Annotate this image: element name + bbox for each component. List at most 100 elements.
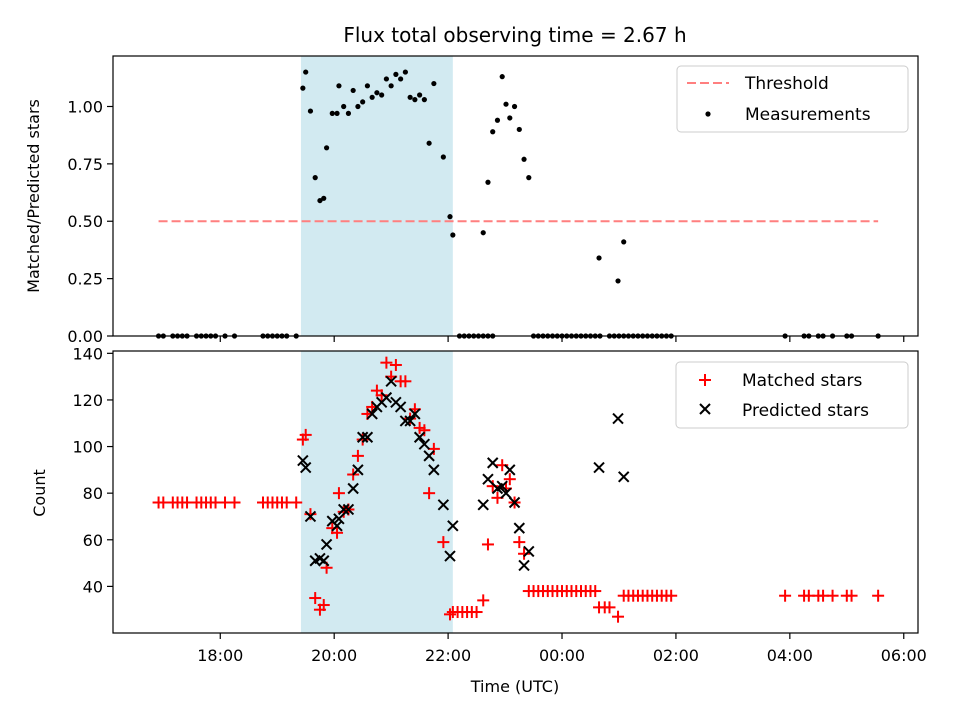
matched-star-point [470,606,483,619]
predicted-star-point [337,503,350,516]
measurement-point [312,175,318,181]
measurement-point [374,90,380,96]
measurement-point [402,69,408,75]
y-tick-label: 0.25 [67,270,103,289]
measurement-point [526,175,532,181]
measurement-point [336,83,342,89]
predicted-star-point [304,510,317,523]
predicted-star-point [418,438,431,450]
predicted-star-point [482,473,494,485]
predicted-star-point [423,450,435,462]
measurement-point [398,76,404,82]
predicted-star-point [347,482,359,495]
y-tick-label: 1.00 [67,97,103,116]
x-tick-label: 06:00 [881,646,927,665]
measurement-points [155,69,881,339]
predicted-star-point [612,412,624,425]
measurement-point [321,195,327,201]
predicted-star-point [437,499,450,511]
predicted-star-point [523,545,535,558]
predicted-star-point [428,464,440,476]
predicted-star-point [447,520,459,532]
predicted-star-point [352,464,364,476]
x-tick-label: 00:00 [539,646,585,665]
y-tick-label: 60 [83,531,103,550]
matched-star-point [356,433,369,446]
measurement-point [516,126,522,133]
predicted-star-point [618,471,630,483]
predicted-star-point [299,461,312,474]
matched-star-point [481,538,494,551]
predicted-star-point [404,415,416,427]
matched-star-point [228,496,241,509]
y-tick-label: 0.75 [67,155,103,174]
y-tick-label: 40 [83,577,103,596]
measurement-point [393,71,399,77]
predicted-star-point [444,550,456,562]
ratio-y-ticks: 0.00 0.25 0.50 0.75 1.00 [67,97,113,346]
measurement-point [494,117,501,123]
measurement-point [388,83,394,89]
y-tick-label: 140 [72,344,103,363]
legend-matched-marker [699,374,711,386]
matched-star-point [437,536,450,549]
matched-star-point [317,599,330,612]
ratio-x-ticks [219,336,905,342]
y-tick-label: 120 [72,391,103,410]
measurement-point [490,129,496,135]
predicted-star-point [342,503,355,516]
measurement-point [431,80,437,87]
predicted-star-point [320,538,333,551]
measurement-point [341,103,347,110]
measurement-point [334,110,340,116]
predicted-star-point [504,464,516,476]
matched-star-point [612,610,625,623]
measurement-point [355,103,361,110]
measurement-point [323,145,330,151]
y-tick-label: 0.50 [67,212,103,231]
matched-star-point [845,589,858,602]
matched-star-point [332,487,345,500]
y-tick-label: 80 [83,484,103,503]
count-points [152,356,885,623]
count-x-ticks: 18:00 20:00 22:00 00:00 02:00 04:00 06:00 [197,633,927,665]
predicted-star-point [513,522,526,534]
measurement-point [412,97,418,103]
matched-star-point [503,473,516,486]
predicted-star-point [500,487,512,499]
ratio-legend: Threshold Measurements [676,65,909,133]
measurement-point [303,69,309,75]
count-y-axis-label: Count [30,469,49,517]
predicted-star-point [508,496,521,509]
predicted-star-point [518,559,530,572]
measurement-point [417,92,423,98]
predicted-star-point [409,408,421,420]
matched-star-point [513,536,526,549]
predicted-star-point [366,408,378,420]
matched-star-point [589,585,602,598]
measurement-point [421,97,427,103]
predicted-star-point [356,431,369,443]
y-tick-label: 0.00 [67,327,103,346]
x-tick-label: 20:00 [311,646,357,665]
legend-threshold-label: Threshold [744,74,829,94]
matched-star-point [423,487,436,500]
legend-predicted-marker [699,403,711,415]
x-axis-label: Time (UTC) [470,677,559,696]
matched-star-point [779,589,792,602]
count-legend: Matched stars Predicted stars [675,361,909,429]
measurement-point [383,76,389,82]
measurement-point [345,110,352,116]
measurement-point [503,101,509,107]
ratio-y-axis-label: Matched/Predicted stars [24,99,43,293]
predicted-star-point [394,401,407,413]
measurement-point [426,140,432,146]
measurement-point [379,92,385,98]
count-axes-frame [112,350,919,634]
measurement-point [596,255,602,261]
predicted-star-point [361,431,374,443]
measurement-point [364,83,371,89]
predicted-star-point [593,461,605,474]
measurement-point [447,214,453,220]
matched-star-point [518,547,531,560]
